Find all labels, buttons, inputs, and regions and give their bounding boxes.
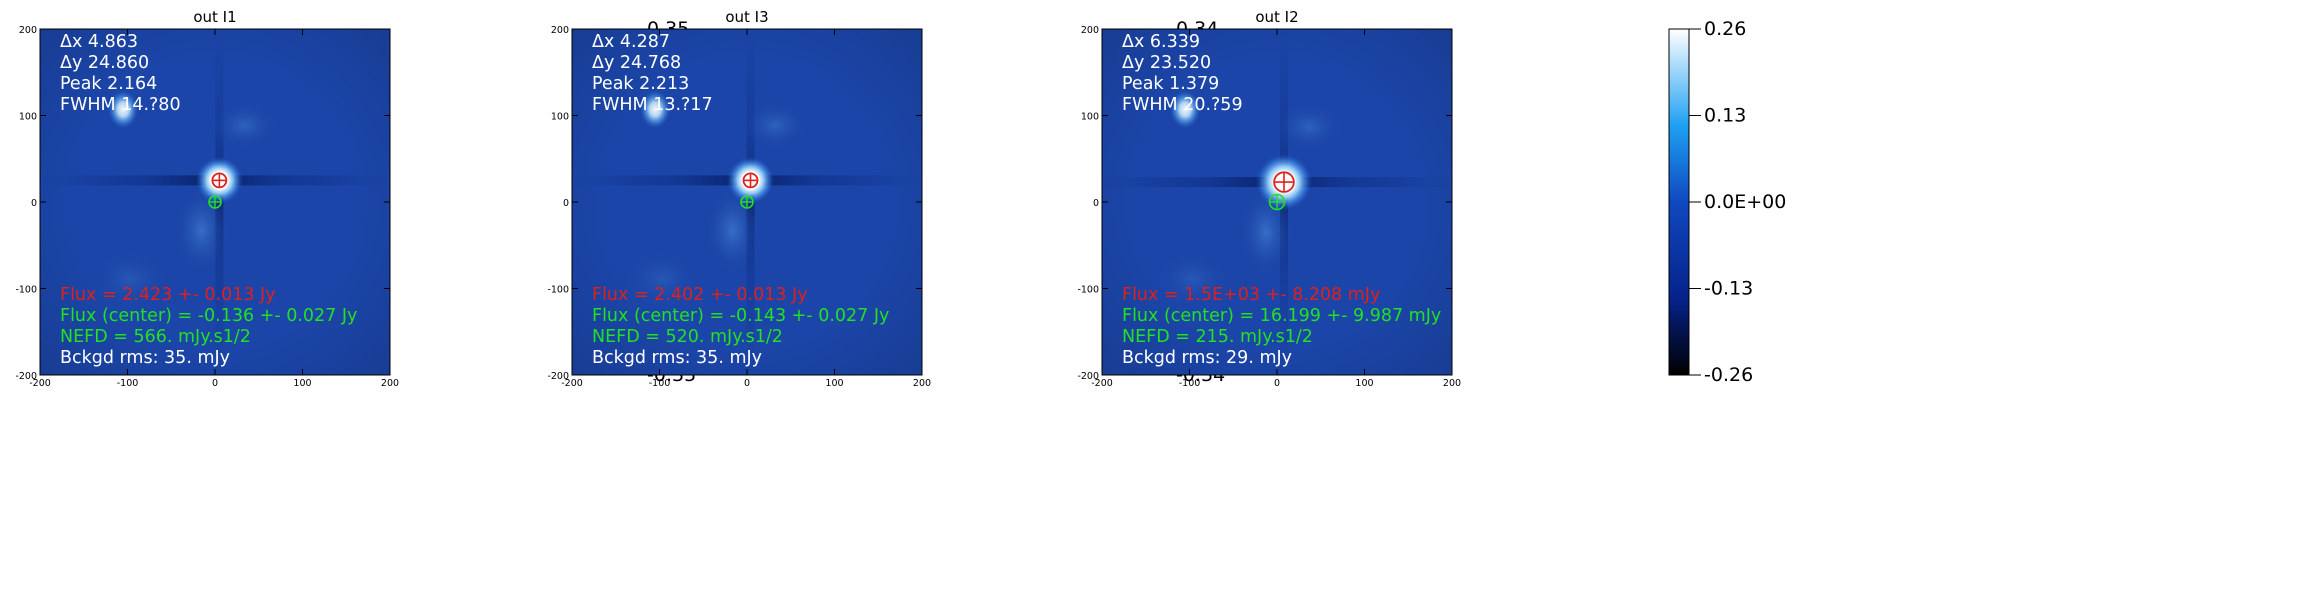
x-tick-label: -200 <box>561 378 583 389</box>
peak-label: Peak 2.164 <box>60 74 157 94</box>
flux-center-label: Flux (center) = -0.143 +- 0.027 Jy <box>592 306 889 326</box>
x-tick-label: -100 <box>117 378 139 389</box>
x-tick-label: -100 <box>649 378 671 389</box>
x-tick-label: 0 <box>212 378 218 389</box>
peak-marker-icon <box>742 172 759 189</box>
flux-center-label: Flux (center) = -0.136 +- 0.027 Jy <box>60 306 357 326</box>
x-tick-label: -100 <box>1179 378 1201 389</box>
y-tick-label: 100 <box>1081 112 1099 123</box>
y-tick-label: -200 <box>15 371 37 382</box>
delta-y-label: Δy 24.860 <box>60 53 149 73</box>
colorbar-label: 0.0E+00 <box>1704 191 1786 213</box>
colorbar: 0.26 0.13 0.0E+00 -0.13 -0.26 <box>1668 18 1786 386</box>
y-tick-label: 100 <box>19 112 37 123</box>
x-tick-label: 0 <box>744 378 750 389</box>
background-rms-label: Bckgd rms: 35. mJy <box>592 348 762 368</box>
x-tick-label: 100 <box>293 378 311 389</box>
colorbar-label: 0.26 <box>1704 18 1746 40</box>
flux-label: Flux = 1.5E+03 +- 8.208 mJy <box>1122 285 1380 305</box>
delta-x-label: Δx 6.339 <box>1122 32 1200 52</box>
nefd-label: NEFD = 520. mJy.s1/2 <box>592 327 783 347</box>
y-tick-label: 0 <box>1093 198 1099 209</box>
x-tick-label: 200 <box>1443 378 1461 389</box>
colorbar-label: -0.13 <box>1704 278 1753 300</box>
center-marker-icon <box>208 195 222 209</box>
y-tick-label: -100 <box>15 285 37 296</box>
x-tick-label: 200 <box>913 378 931 389</box>
panel-title: out I3 <box>725 8 768 26</box>
fwhm-label: FWHM 14.?80 <box>60 95 181 115</box>
x-tick-label: 100 <box>1355 378 1373 389</box>
peak-marker-icon <box>211 172 228 189</box>
flux-label: Flux = 2.423 +- 0.013 Jy <box>60 285 276 305</box>
y-tick-label: 0 <box>563 198 569 209</box>
center-marker-icon <box>1268 193 1286 211</box>
nefd-label: NEFD = 215. mJy.s1/2 <box>1122 327 1313 347</box>
panel-title: out I2 <box>1255 8 1298 26</box>
y-tick-label: -200 <box>547 371 569 382</box>
x-tick-label: -200 <box>29 378 51 389</box>
x-tick-label: 200 <box>381 378 399 389</box>
fwhm-label: FWHM 20.?59 <box>1122 95 1243 115</box>
x-tick-label: -200 <box>1091 378 1113 389</box>
background-rms-label: Bckgd rms: 35. mJy <box>60 348 230 368</box>
colorbar-label: 0.13 <box>1704 105 1746 127</box>
x-tick-label: 100 <box>825 378 843 389</box>
center-marker-icon <box>740 195 754 209</box>
y-tick-label: 200 <box>1081 25 1099 36</box>
y-tick-label: -100 <box>547 285 569 296</box>
flux-label: Flux = 2.402 +- 0.013 Jy <box>592 285 808 305</box>
y-tick-label: 200 <box>19 25 37 36</box>
colorbar-label: -0.26 <box>1704 364 1753 386</box>
peak-marker-icon <box>1273 171 1295 193</box>
nefd-label: NEFD = 566. mJy.s1/2 <box>60 327 251 347</box>
y-tick-label: 100 <box>551 112 569 123</box>
x-tick-label: 0 <box>1274 378 1280 389</box>
map-panel-3: out I2 -200-200 -100 -100 0 0 100 100 200 200 Δx 6… <box>1077 8 1786 389</box>
delta-x-label: Δx 4.863 <box>60 32 138 52</box>
y-tick-label: -200 <box>1077 371 1099 382</box>
delta-y-label: Δy 24.768 <box>592 53 681 73</box>
flux-center-label: Flux (center) = 16.199 +- 9.987 mJy <box>1122 306 1441 326</box>
peak-label: Peak 2.213 <box>592 74 689 94</box>
panel-title: out I1 <box>193 8 236 26</box>
y-tick-label: 0 <box>31 198 37 209</box>
delta-y-label: Δy 23.520 <box>1122 53 1211 73</box>
peak-label: Peak 1.379 <box>1122 74 1219 94</box>
fwhm-label: FWHM 13.?17 <box>592 95 713 115</box>
background-rms-label: Bckgd rms: 29. mJy <box>1122 348 1292 368</box>
y-tick-label: 200 <box>551 25 569 36</box>
y-tick-label: -100 <box>1077 285 1099 296</box>
delta-x-label: Δx 4.287 <box>592 32 670 52</box>
